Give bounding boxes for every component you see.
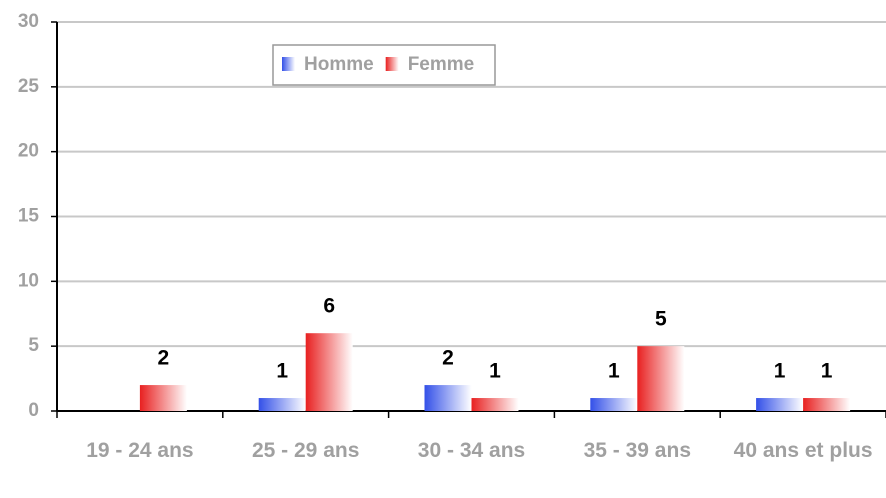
legend-swatch	[385, 57, 399, 71]
bar	[590, 398, 638, 411]
data-label: 1	[489, 360, 501, 383]
bar	[756, 398, 804, 411]
data-label: 1	[821, 360, 833, 383]
bar	[305, 333, 353, 411]
data-label: 1	[276, 360, 288, 383]
data-label: 2	[158, 347, 170, 370]
x-tick-label: 25 - 29 ans	[251, 439, 360, 462]
bar	[424, 385, 472, 411]
legend-box	[272, 44, 496, 86]
y-tick-label: 0	[28, 400, 39, 421]
x-tick-label: 35 - 39 ans	[583, 439, 691, 462]
y-tick-label: 20	[18, 141, 39, 162]
y-tick-label: 30	[18, 11, 39, 32]
legend-label: Femme	[408, 54, 475, 75]
x-tick-label: 30 - 34 ans	[417, 439, 526, 462]
legend-swatch	[282, 57, 295, 71]
bar	[139, 385, 187, 411]
y-tick-label: 25	[18, 76, 40, 97]
bar	[258, 398, 306, 411]
data-label: 6	[323, 295, 335, 318]
data-label: 1	[608, 360, 620, 383]
y-tick-label: 15	[18, 206, 40, 227]
legend-label: Homme	[304, 54, 374, 75]
x-tick-label: 40 ans et plus	[733, 439, 873, 462]
data-label: 1	[774, 360, 786, 383]
y-tick-label: 5	[28, 335, 39, 356]
bar	[803, 398, 851, 411]
bar	[637, 346, 685, 411]
bar	[471, 398, 519, 411]
data-label: 2	[442, 347, 454, 370]
data-label: 5	[655, 308, 667, 331]
x-tick-label: 19 - 24 ans	[86, 439, 194, 462]
y-tick-label: 10	[18, 270, 39, 291]
